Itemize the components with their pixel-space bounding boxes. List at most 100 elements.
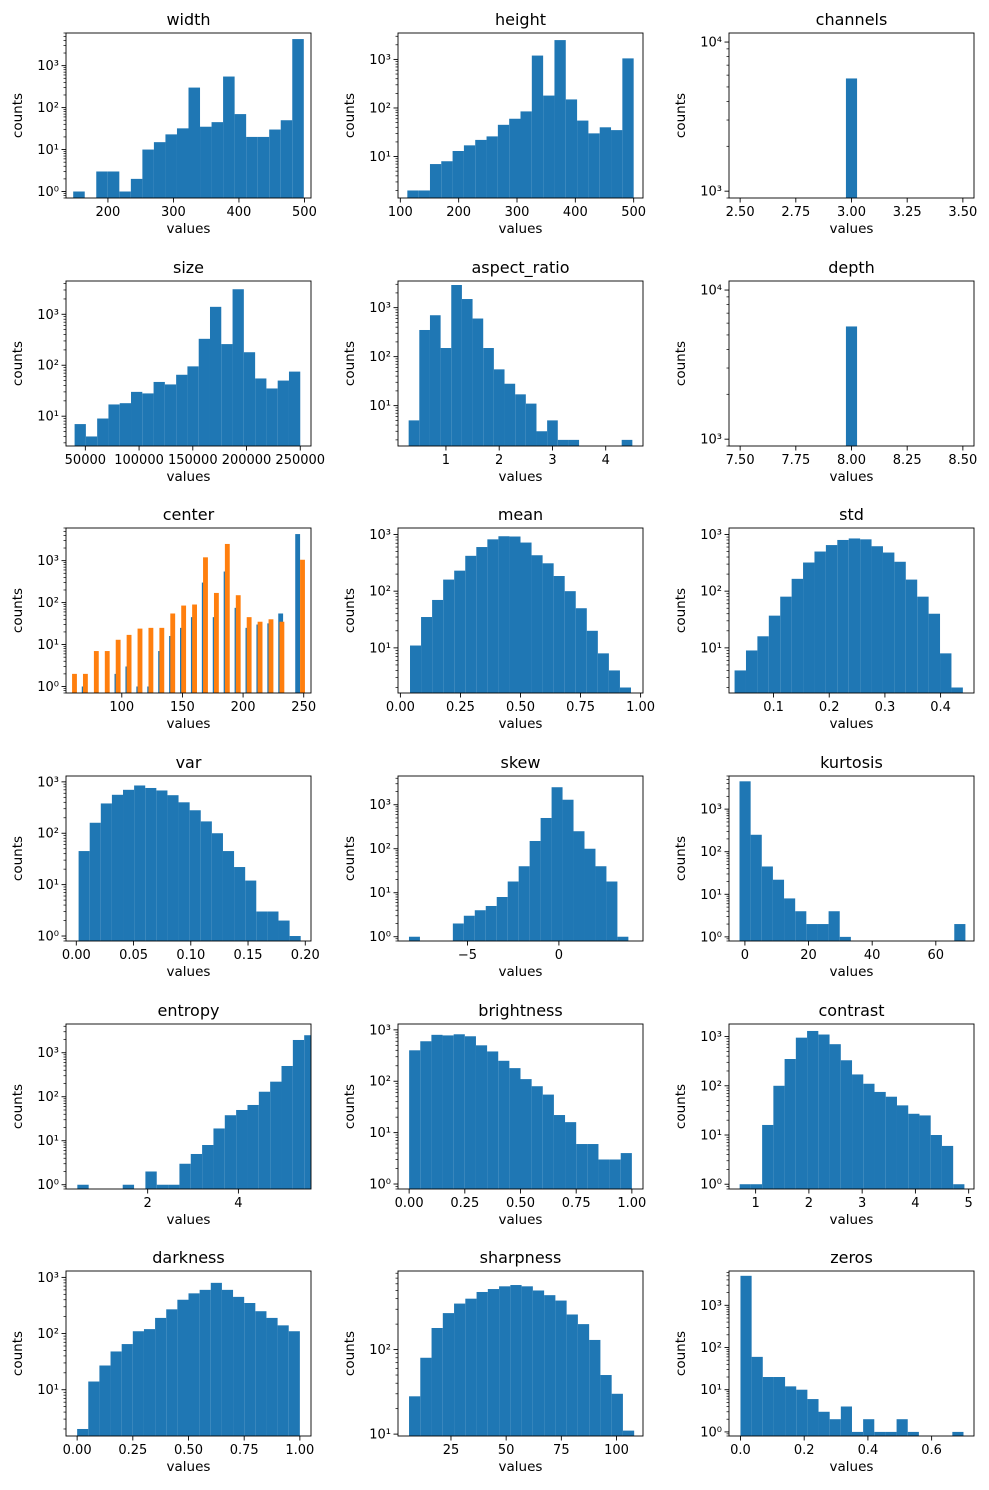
- y-minor-ticks: [395, 536, 398, 688]
- bar-s0-6: [142, 393, 154, 446]
- bar-s0-3: [443, 579, 455, 693]
- bar-s0-15: [577, 1324, 590, 1436]
- x-tick-label-2: 0.4: [858, 1443, 879, 1458]
- bar-s0-7: [156, 790, 168, 941]
- x-tick-label-1: 0.2: [819, 700, 840, 715]
- bar-s0-8: [498, 1060, 510, 1189]
- bar-s0-15: [568, 439, 580, 446]
- y-tick-label-0: 10¹: [369, 150, 391, 165]
- bar-s0-0: [739, 781, 751, 941]
- bar-s0-11: [200, 126, 212, 198]
- bars: [74, 289, 301, 446]
- y-tick-label-3: 10³: [37, 1046, 59, 1061]
- bar-s0-13: [885, 1096, 897, 1189]
- bar-s0-13: [221, 1289, 234, 1436]
- chart-panel-skew: 10⁰ 10¹ 10² 10³ −5 0 skew values counts: [342, 753, 644, 980]
- bar-s0-2: [100, 803, 112, 941]
- bars: [77, 1282, 300, 1436]
- y-tick-label-1: 10¹: [700, 1383, 722, 1398]
- x-axis-label: values: [167, 716, 211, 732]
- x-tick-label-3: 0.15: [234, 948, 263, 963]
- bar-s0-4: [454, 570, 466, 693]
- y-axis-label: counts: [10, 341, 26, 386]
- x-tick-label-3: 0.75: [566, 700, 595, 715]
- y-axis-label: counts: [673, 836, 689, 881]
- bar-s0-19: [951, 687, 963, 693]
- x-tick-label-0: −5: [458, 948, 477, 963]
- bar-s0-9: [176, 128, 189, 198]
- y-tick-label-1: 10¹: [700, 888, 722, 903]
- y-minor-ticks: [63, 783, 66, 942]
- bar-s0-14: [565, 1122, 577, 1189]
- bar-s0-8: [497, 124, 510, 198]
- bar-s1-1: [82, 673, 88, 693]
- bar-s0-10: [520, 542, 532, 693]
- bar-s0-10: [521, 1286, 533, 1436]
- bar-s0-14: [896, 1105, 909, 1189]
- x-axis-label: values: [830, 469, 874, 485]
- panel-title: var: [176, 753, 202, 772]
- bar-s1-3: [104, 651, 110, 693]
- bar-s0-10: [520, 111, 532, 198]
- bar-s0-13: [885, 1431, 897, 1436]
- x-tick-label-3: 0.75: [562, 1196, 591, 1211]
- bar-s0-9: [179, 1163, 191, 1189]
- panel-title: skew: [501, 753, 541, 772]
- y-axis-label: counts: [342, 588, 358, 633]
- bar-s0-2: [431, 1327, 443, 1436]
- bar-s1-0: [72, 673, 77, 693]
- x-tick-label-1: 0.25: [118, 1443, 147, 1458]
- bar-s1-12: [203, 557, 208, 693]
- x-tick-label-1: 300: [161, 205, 186, 220]
- x-axis-label: values: [167, 469, 211, 485]
- x-axis-label: values: [167, 221, 211, 237]
- bar-s0-15: [577, 120, 589, 198]
- bar-s0-10: [518, 866, 530, 941]
- bar-s0-12: [211, 833, 223, 941]
- x-tick-label-0: 100: [388, 205, 413, 220]
- y-tick-label-1: 10¹: [700, 1129, 722, 1144]
- bars: [78, 785, 301, 941]
- y-tick-label-0: 10¹: [37, 1383, 59, 1398]
- bar-s0-0: [408, 420, 420, 446]
- x-axis-label: values: [499, 1459, 543, 1475]
- chart-panel-brightness: 10⁰ 10¹ 10² 10³ 0.00 0.25 0.50 0.75 1.00 brightne…: [342, 1001, 646, 1228]
- x-tick-label-4: 8.50: [948, 453, 977, 468]
- bar-s1-10: [181, 605, 187, 693]
- x-tick-label-4: 3.50: [948, 205, 977, 220]
- x-tick-label-1: 0: [555, 948, 563, 963]
- y-minor-ticks: [63, 1025, 66, 1190]
- bar-s0-17: [595, 866, 607, 941]
- chart-panel-channels: 10³ 10⁴ 2.50 2.75 3.00 3.25 3.50 channels values…: [673, 10, 977, 237]
- x-tick-label-0: 50000: [65, 453, 106, 468]
- bar-s0-11: [954, 924, 966, 941]
- y-tick-label-1: 10²: [369, 585, 391, 600]
- bar-s1-18: [268, 619, 274, 693]
- bar-s0-11: [531, 55, 544, 198]
- bar-s0-16: [255, 1311, 267, 1436]
- bar-s0-9: [178, 802, 190, 941]
- y-tick-label-1: 10²: [369, 350, 391, 365]
- x-tick-label-1: 7.75: [781, 453, 810, 468]
- bars: [409, 1034, 632, 1189]
- y-tick-label-0: 10⁰: [37, 680, 59, 695]
- bar-s0-5: [132, 1331, 144, 1436]
- chart-panel-depth: 10³ 10⁴ 7.50 7.75 8.00 8.25 8.50 depth values cou…: [673, 258, 977, 485]
- x-axis-label: values: [830, 221, 874, 237]
- bar-s0-14: [566, 1314, 578, 1436]
- bar-s0-7: [818, 1034, 830, 1189]
- bar-s1-14: [224, 543, 230, 693]
- x-tick-label-0: 0.00: [386, 700, 415, 715]
- bar-s0-7: [487, 1051, 499, 1189]
- bar-s0-9: [840, 1060, 853, 1189]
- y-tick-label-0: 10⁰: [369, 930, 391, 945]
- bar-s0-8: [496, 897, 508, 941]
- bar-s0-4: [785, 1386, 797, 1436]
- chart-panel-mean: 10¹ 10² 10³ 0.00 0.25 0.50 0.75 1.00 mean values c…: [342, 505, 655, 732]
- y-tick-label-2: 10²: [369, 842, 391, 857]
- bar-s0-13: [222, 851, 235, 941]
- panel-title: darkness: [152, 1248, 224, 1267]
- bar-s0-15: [576, 1144, 588, 1189]
- bar-s0-0: [740, 1275, 752, 1436]
- bar-s0-12: [874, 1431, 886, 1436]
